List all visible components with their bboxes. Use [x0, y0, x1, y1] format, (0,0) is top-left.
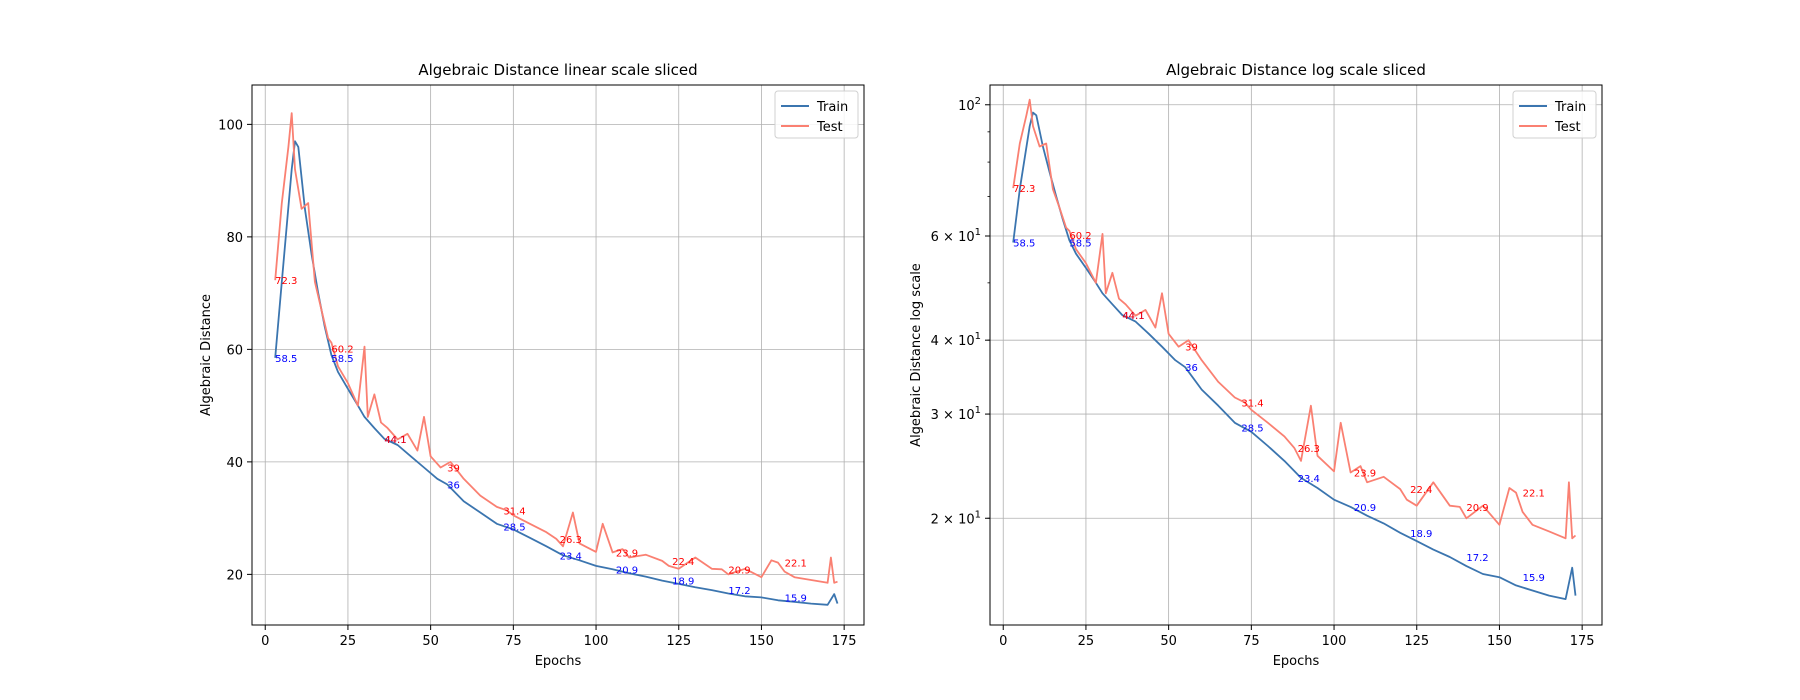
test-value-label: 22.4	[672, 557, 694, 568]
y-axis-label: Algebraic Distance log scale	[909, 263, 924, 447]
train-value-label: 17.2	[1466, 553, 1488, 564]
train-value-label: 58.5	[275, 354, 297, 365]
test-value-label: 60.2	[331, 344, 353, 355]
x-tick-label: 175	[1570, 634, 1595, 649]
test-value-label: 31.4	[503, 506, 525, 517]
linear-scale-panel: Algebraic Distance linear scale sliced 0 2…	[199, 61, 865, 669]
train-value-label: 58.5	[1069, 239, 1091, 250]
test-value-label: 26.3	[560, 535, 582, 546]
log-scale-panel: Algebraic Distance log scale sliced 0 25 50…	[909, 61, 1603, 669]
x-tick-label: 75	[1243, 634, 1260, 649]
test-value-label: 22.4	[1410, 485, 1432, 496]
train-value-label: 23.4	[560, 551, 582, 562]
chart-title: Algebraic Distance linear scale sliced	[418, 61, 697, 79]
test-value-label: 22.1	[1523, 489, 1545, 500]
train-value-label: 28.5	[503, 523, 525, 534]
train-value-label: 15.9	[785, 593, 807, 604]
test-value-label: 20.9	[1466, 503, 1488, 514]
y-axis-label: Algebraic Distance	[199, 294, 214, 416]
test-value-label: 23.9	[616, 548, 638, 559]
y-tick-label: 4 × 101	[931, 331, 981, 349]
y-tick-label: 6 × 101	[931, 227, 981, 245]
x-tick-label: 150	[1487, 634, 1512, 649]
x-tick-label: 25	[1078, 634, 1095, 649]
test-value-label: 72.3	[275, 276, 297, 287]
x-tick-label: 100	[1322, 634, 1347, 649]
train-value-label: 28.5	[1241, 423, 1263, 434]
test-value-label: 44.1	[1122, 311, 1144, 322]
train-value-label: 18.9	[672, 577, 694, 588]
test-value-label: 26.3	[1298, 444, 1320, 455]
y-tick-label: 40	[226, 456, 243, 471]
x-tick-label: 25	[340, 634, 357, 649]
test-value-label: 22.1	[785, 559, 807, 570]
y-tick-label: 3 × 101	[931, 405, 981, 423]
train-value-label: 15.9	[1523, 573, 1545, 584]
x-tick-label: 0	[261, 634, 269, 649]
test-series-line	[1012, 98, 1577, 540]
chart-title: Algebraic Distance log scale sliced	[1166, 61, 1426, 79]
x-tick-label: 100	[584, 634, 609, 649]
train-value-label: 23.4	[1298, 474, 1320, 485]
legend-label-train: Train	[1554, 100, 1586, 115]
y-tick-label: 20	[226, 568, 243, 583]
train-value-label: 36	[447, 480, 460, 491]
x-axis-label: Epochs	[535, 654, 582, 669]
x-tick-label: 125	[666, 634, 691, 649]
train-value-label: 20.9	[1354, 503, 1376, 514]
x-tick-label: 175	[832, 634, 857, 649]
train-value-label: 44.1	[1122, 311, 1144, 322]
x-tick-label: 50	[1160, 634, 1177, 649]
train-value-label: 18.9	[1410, 529, 1432, 540]
train-value-label: 36	[1185, 363, 1198, 374]
test-value-label: 39	[1185, 343, 1198, 354]
legend: Train Test	[774, 90, 859, 139]
test-value-label: 72.3	[1013, 184, 1035, 195]
y-tick-label: 2 × 101	[931, 509, 981, 527]
test-value-label: 23.9	[1354, 468, 1376, 479]
x-tick-label: 75	[505, 634, 522, 649]
x-tick-label: 0	[999, 634, 1007, 649]
test-series-line	[274, 112, 838, 584]
x-tick-label: 125	[1404, 634, 1429, 649]
axes-frame	[989, 84, 1603, 626]
legend-label-test: Test	[1554, 120, 1581, 135]
y-tick-label: 80	[226, 231, 243, 246]
legend-label-train: Train	[816, 100, 848, 115]
legend: Train Test	[1512, 90, 1597, 139]
test-value-label: 31.4	[1241, 398, 1263, 409]
axes-frame	[251, 84, 865, 626]
x-tick-label: 150	[749, 634, 774, 649]
y-tick-label: 100	[218, 118, 243, 133]
x-axis-label: Epochs	[1273, 654, 1320, 669]
y-tick-label: 60	[226, 343, 243, 358]
y-tick-label: 102	[958, 96, 981, 114]
train-value-label: 17.2	[728, 586, 750, 597]
legend-label-test: Test	[816, 120, 843, 135]
test-value-label: 60.2	[1069, 231, 1091, 242]
train-value-label: 58.5	[331, 354, 353, 365]
test-value-label: 39	[447, 464, 460, 475]
train-value-label: 58.5	[1013, 239, 1035, 250]
train-value-label: 44.1	[384, 435, 406, 446]
train-value-label: 20.9	[616, 565, 638, 576]
x-tick-label: 50	[422, 634, 439, 649]
test-value-label: 20.9	[728, 565, 750, 576]
test-value-label: 44.1	[384, 435, 406, 446]
